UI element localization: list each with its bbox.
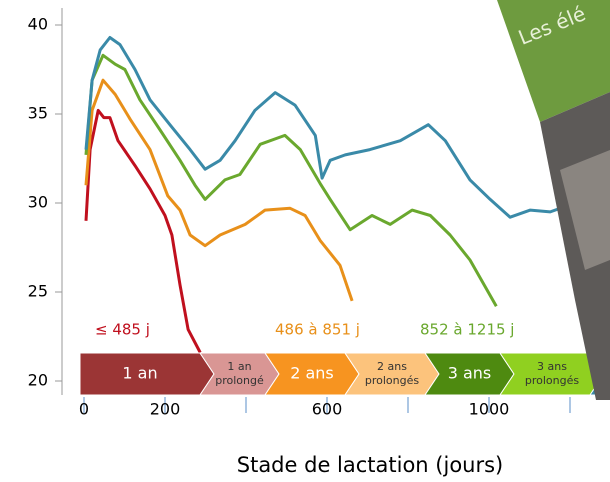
legend-label: 486 à 851 j: [275, 321, 360, 339]
series-line: [84, 108, 202, 354]
phase-label: 3 ans prolongés: [525, 360, 580, 387]
series-line: [84, 53, 498, 307]
legend-label: ≤ 485 j: [95, 321, 150, 339]
phase-label: 1 an prolongé: [215, 360, 264, 387]
phase-band: 1 an 1 an prolongé 2 ans 2 ans prolongés 3 ans…: [79, 352, 610, 396]
phase-label: 3 ans: [448, 364, 492, 383]
series-line: [84, 78, 354, 302]
overlay-card: Les élé: [497, 0, 610, 400]
phase-label: 2 ans: [290, 364, 334, 383]
x-tick-label: 600: [312, 400, 343, 419]
card-photo-detail: [560, 150, 610, 270]
y-tick-label: 25: [28, 282, 48, 301]
x-axis-title: Stade de lactation (jours): [237, 453, 504, 477]
card-header: [497, 0, 610, 122]
x-tick-label: 1000: [469, 400, 510, 419]
phase-label: 2 ans prolongés: [365, 360, 420, 387]
x-tick-label: 0: [79, 400, 89, 419]
y-tick-label: 35: [28, 104, 48, 123]
legend-label: 852 à 1215 j: [420, 321, 514, 339]
y-tick-label: 30: [28, 193, 48, 212]
series-line: [84, 36, 591, 219]
x-tick-label: 200: [150, 400, 181, 419]
x-axis: 0 200 600 1000: [79, 397, 571, 419]
phase-label: 1 an: [122, 364, 157, 383]
y-tick-label: 20: [28, 371, 48, 390]
y-tick-label: 40: [28, 15, 48, 34]
